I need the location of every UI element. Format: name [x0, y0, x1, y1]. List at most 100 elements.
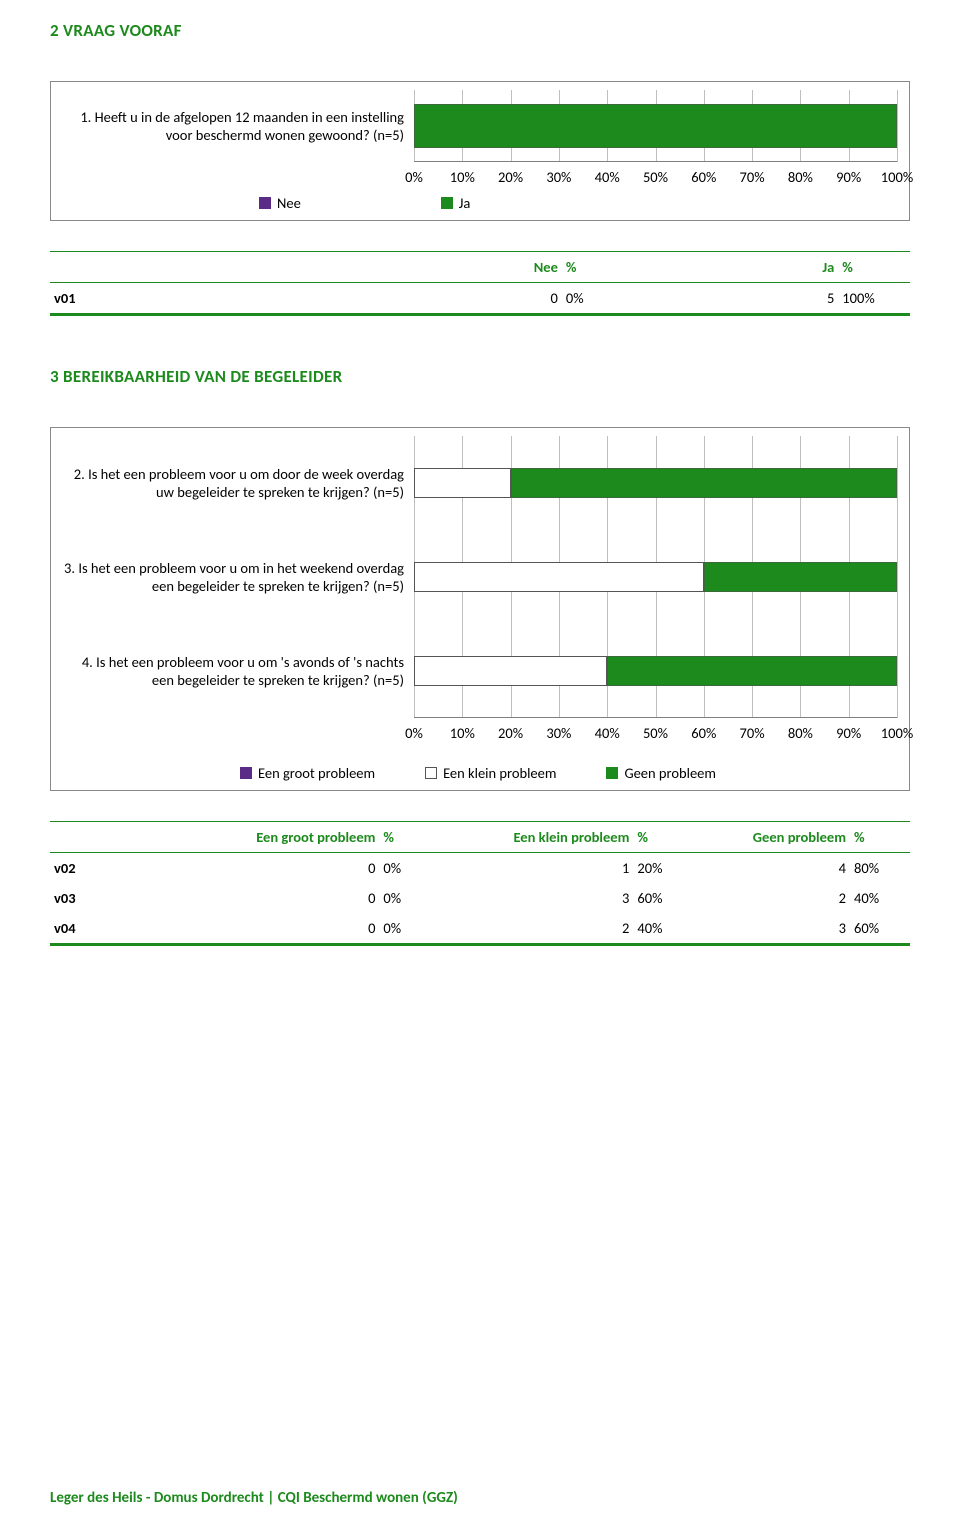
axis-tick: 80%: [788, 168, 813, 186]
page-footer: Leger des Heils - Domus Dordrecht | CQI …: [50, 1489, 458, 1507]
legend-text-geen: Geen probleem: [624, 764, 716, 782]
chart-2-bar-3-geen: [704, 562, 897, 592]
cell: 60%: [633, 883, 683, 913]
cell: 0: [170, 883, 379, 913]
section-3-heading: 3 BEREIKBAARHEID VAN DE BEGELEIDER: [50, 366, 910, 387]
grid-line: [897, 624, 898, 718]
axis-tick: 40%: [595, 168, 620, 186]
legend-text-groot: Een groot probleem: [258, 764, 375, 782]
chart-2-legend: Een groot probleem Een klein probleem Ge…: [59, 764, 897, 782]
chart-2-container: 2. Is het een probleem voor u om door de…: [50, 427, 910, 791]
table-row: v0200%120%480%: [50, 853, 910, 884]
legend-text-nee: Nee: [277, 194, 301, 212]
axis-tick: 100%: [881, 724, 913, 742]
chart-2-question-text-3: 3. Is het een probleem voor u om in het …: [59, 559, 404, 595]
cell: 3: [683, 913, 850, 945]
cell: 40%: [850, 883, 910, 913]
th2-geen: Geen probleem: [683, 822, 850, 853]
cell: 3: [429, 883, 633, 913]
legend-item-geen: Geen probleem: [606, 764, 716, 782]
chart-1-bar-ja: [414, 104, 897, 148]
legend-text-ja: Ja: [459, 194, 471, 212]
axis-tick: 0%: [405, 724, 423, 742]
axis-tick: 30%: [546, 168, 571, 186]
section-2-heading: 2 VRAAG VOORAF: [50, 20, 910, 41]
chart-2-bar-4-klein: [414, 656, 607, 686]
axis-tick: 100%: [881, 168, 913, 186]
th2-geen-pct: %: [850, 822, 910, 853]
legend-item-groot: Een groot probleem: [240, 764, 375, 782]
legend-swatch-groot: [240, 767, 252, 779]
grid-line: [897, 436, 898, 530]
chart-2-question-text-2: 2. Is het een probleem voor u om door de…: [59, 465, 404, 501]
axis-tick: 80%: [788, 724, 813, 742]
axis-tick: 50%: [643, 724, 668, 742]
chart-2-bar-3-klein: [414, 562, 704, 592]
axis-tick: 20%: [498, 168, 523, 186]
cell: 1: [429, 853, 633, 884]
th-nee-pct: %: [562, 252, 634, 283]
cell: 40%: [633, 913, 683, 945]
axis-tick: 40%: [595, 724, 620, 742]
chart-2-bar-4-geen: [607, 656, 897, 686]
th-nee: Nee: [490, 252, 562, 283]
cell: 2: [429, 913, 633, 945]
legend-item-ja: Ja: [441, 194, 471, 212]
cell: 4: [683, 853, 850, 884]
chart-2-question-text-4: 4. Is het een probleem voor u om 's avon…: [59, 653, 404, 689]
chart-2-bar-2-geen: [511, 468, 897, 498]
cell: 0: [170, 853, 379, 884]
th2-groot-pct: %: [379, 822, 429, 853]
chart-2-plot-3: [414, 530, 897, 624]
cell: 60%: [850, 913, 910, 945]
axis-tick: 20%: [498, 724, 523, 742]
cell-v01-ja-n: 5: [777, 283, 838, 315]
legend-swatch-geen: [606, 767, 618, 779]
cell: v02: [50, 853, 170, 884]
table-row: v0400%240%360%: [50, 913, 910, 945]
grid-line: [897, 530, 898, 624]
cell: 20%: [633, 853, 683, 884]
chart-2-question-label-4: 4. Is het een probleem voor u om 's avon…: [59, 624, 414, 718]
cell: 0%: [379, 883, 429, 913]
axis-tick: 60%: [691, 168, 716, 186]
chart-2-question-label-2: 2. Is het een probleem voor u om door de…: [59, 436, 414, 530]
cell: 0%: [379, 913, 429, 945]
chart-1-question-text: 1. Heeft u in de afgelopen 12 maanden in…: [59, 108, 404, 144]
legend-item-klein: Een klein probleem: [425, 764, 556, 782]
chart-1-plot: [414, 90, 897, 162]
table-row: v01 0 0% 5 100%: [50, 283, 910, 315]
th-ja-pct: %: [838, 252, 910, 283]
axis-tick: 90%: [836, 168, 861, 186]
axis-tick: 10%: [450, 168, 475, 186]
axis-tick: 0%: [405, 168, 423, 186]
cell-v01-id: v01: [50, 283, 490, 315]
table-row: v0300%360%240%: [50, 883, 910, 913]
chart-1-legend: Nee Ja: [259, 194, 897, 212]
cell: 80%: [850, 853, 910, 884]
cell: 0: [170, 913, 379, 945]
axis-tick: 10%: [450, 724, 475, 742]
table-1: Nee % Ja % v01 0 0% 5 100%: [50, 251, 910, 316]
axis-tick: 50%: [643, 168, 668, 186]
legend-swatch-ja: [441, 197, 453, 209]
th2-klein: Een klein probleem: [429, 822, 633, 853]
legend-swatch-nee: [259, 197, 271, 209]
chart-2-x-axis: 0%10%20%30%40%50%60%70%80%90%100%: [414, 724, 897, 746]
cell-v01-nee-pct: 0%: [562, 283, 634, 315]
axis-tick: 90%: [836, 724, 861, 742]
th2-klein-pct: %: [633, 822, 683, 853]
chart-2-plot-4: [414, 624, 897, 718]
legend-item-nee: Nee: [259, 194, 301, 212]
chart-2-question-label-3: 3. Is het een probleem voor u om in het …: [59, 530, 414, 624]
legend-swatch-klein: [425, 767, 437, 779]
cell: v04: [50, 913, 170, 945]
chart-1-question-label: 1. Heeft u in de afgelopen 12 maanden in…: [59, 90, 414, 162]
th-ja: Ja: [777, 252, 838, 283]
axis-tick: 30%: [546, 724, 571, 742]
th2-groot: Een groot probleem: [170, 822, 379, 853]
chart-1-container: 1. Heeft u in de afgelopen 12 maanden in…: [50, 81, 910, 221]
chart-1-x-axis: 0%10%20%30%40%50%60%70%80%90%100%: [414, 168, 897, 190]
cell-v01-nee-n: 0: [490, 283, 562, 315]
axis-tick: 70%: [740, 724, 765, 742]
